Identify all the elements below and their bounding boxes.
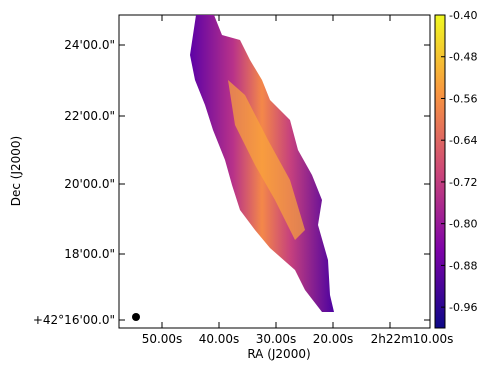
x-tick-label: 20.00s — [313, 332, 354, 346]
y-tick-label: 22'00.0" — [64, 109, 115, 123]
colorbar — [434, 14, 446, 329]
x-tick-label: 40.00s — [199, 332, 240, 346]
x-tick-label: 30.00s — [256, 332, 297, 346]
y-tick-label: 24'00.0" — [64, 38, 115, 52]
y-tick-label: 20'00.0" — [64, 177, 115, 191]
x-tick-label: 2h22m10.00s — [371, 332, 454, 346]
galaxy-core — [228, 80, 305, 240]
beam — [132, 313, 140, 321]
colorbar-tick-label: -0.72 — [449, 176, 477, 189]
y-axis-label: Dec (J2000) — [9, 136, 23, 206]
colorbar-tick-label: -0.96 — [449, 301, 477, 314]
colorbar-tick-label: -0.64 — [449, 134, 477, 147]
x-axis-label: RA (J2000) — [247, 347, 310, 361]
colorbar-tick-label: -0.80 — [449, 218, 477, 231]
colorbar-tick-label: -0.88 — [449, 259, 477, 272]
y-tick-label: 18'00.0" — [64, 247, 115, 261]
colorbar-tick-label: -0.40 — [449, 9, 477, 22]
y-tick-label: +42°16'00.0" — [33, 313, 115, 327]
x-tick-label: 50.00s — [142, 332, 183, 346]
colorbar-tick-label: -0.56 — [449, 92, 477, 105]
colorbar-tick-label: -0.48 — [449, 51, 477, 64]
